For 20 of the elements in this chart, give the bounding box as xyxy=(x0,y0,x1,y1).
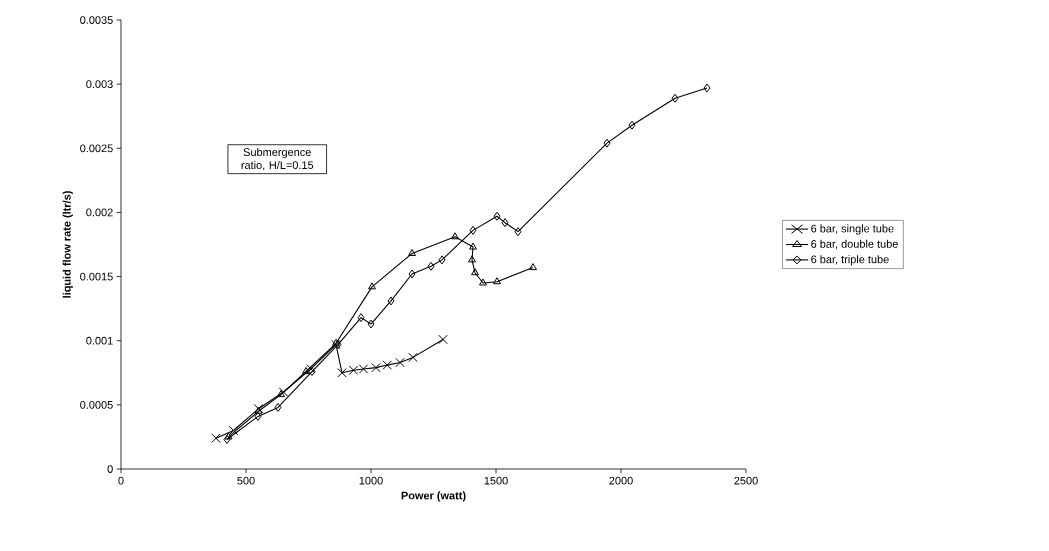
x-tick-label: 2000 xyxy=(609,476,633,485)
legend-label: 6 bar, double tube xyxy=(811,239,898,250)
x-tick-label: 0 xyxy=(118,476,124,485)
y-tick-label: 0.0005 xyxy=(80,400,113,409)
x-tick-label: 1500 xyxy=(484,476,508,485)
x-axis-title: Power (watt) xyxy=(401,491,466,502)
x-tick-label: 500 xyxy=(237,476,255,485)
annotation: Submergence ratio, H/L=0.15 xyxy=(241,148,314,171)
y-tick-label: 0.002 xyxy=(86,208,113,217)
y-axis-title: liquid flow rate (ltr/s) xyxy=(62,191,73,298)
y-tick-label: 0.0035 xyxy=(80,16,113,24)
y-tick-label: 0.0025 xyxy=(80,144,113,153)
legend-label: 6 bar, single tube xyxy=(811,224,894,235)
y-tick-label: 0 xyxy=(107,465,113,473)
y-tick-label: 0.001 xyxy=(86,336,113,345)
y-tick-label: 0.0015 xyxy=(80,272,113,281)
x-tick-label: 2500 xyxy=(734,476,758,485)
legend-label: 6 bar, triple tube xyxy=(811,255,889,266)
x-tick-label: 1000 xyxy=(359,476,383,485)
y-tick-label: 0.003 xyxy=(86,80,113,89)
